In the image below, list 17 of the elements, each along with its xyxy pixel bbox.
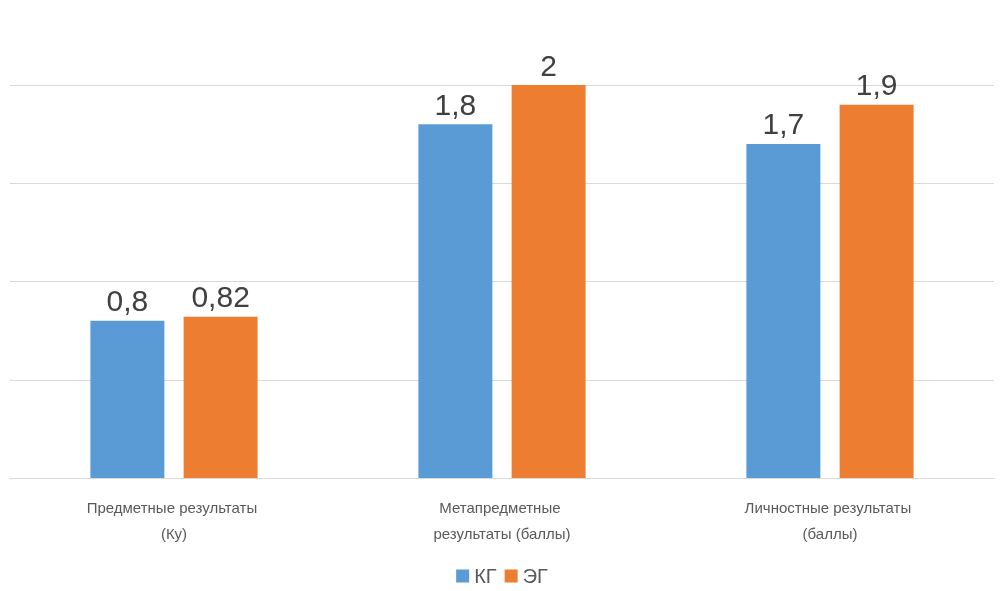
- bar: [511, 85, 586, 478]
- data-label: 1,7: [762, 107, 805, 141]
- data-label: 1,8: [434, 87, 477, 121]
- bar: [839, 104, 914, 478]
- legend-label: ЭГ: [522, 565, 549, 587]
- data-label: 0,8: [106, 284, 149, 318]
- x-tick-label: Предметные результаты (Ку): [86, 498, 262, 542]
- legend-label: КГ: [474, 565, 497, 587]
- data-label: 1,9: [855, 68, 898, 102]
- data-label: 0,82: [191, 280, 250, 314]
- x-tick-label: Личностные результаты (баллы): [744, 498, 916, 542]
- x-tick-label: Метапредметные результаты (баллы): [433, 498, 571, 542]
- bar: [746, 143, 821, 478]
- bar: [90, 320, 165, 478]
- bar: [418, 124, 493, 478]
- data-label: 2: [540, 48, 557, 82]
- bar: [183, 316, 258, 478]
